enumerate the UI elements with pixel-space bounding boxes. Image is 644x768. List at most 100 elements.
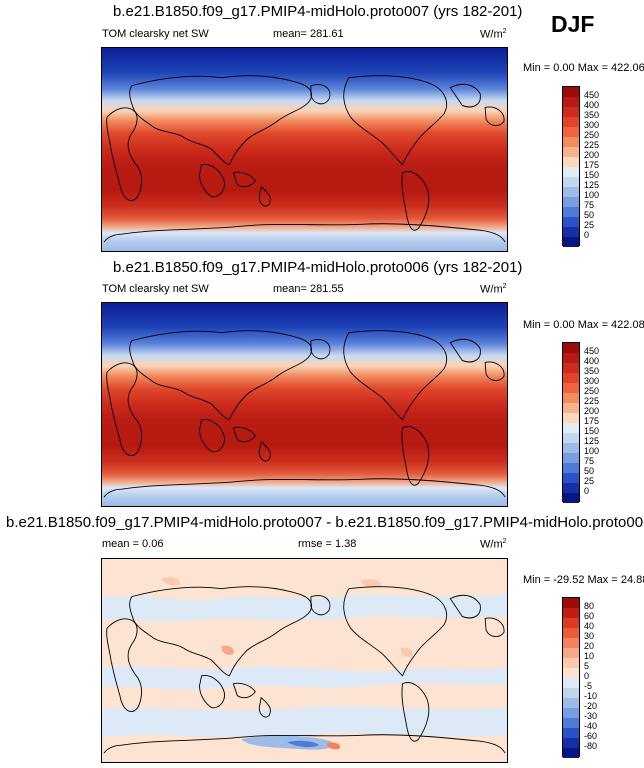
colorbar-swatch [563, 393, 579, 403]
colorbar-tick-label: 150 [584, 170, 600, 180]
colorbar-tick-label: -40 [584, 721, 598, 731]
colorbar-swatch [563, 638, 579, 648]
colorbar-swatch [563, 137, 579, 147]
colorbar-swatch [563, 383, 579, 393]
colorbar-swatch [563, 698, 579, 708]
colorbar-swatch [563, 97, 579, 107]
colorbar-swatch [563, 403, 579, 413]
colorbar-swatch [563, 678, 579, 688]
colorbar-swatch [563, 227, 579, 237]
colorbar-tick-label: 50 [584, 466, 595, 476]
colorbar-tick-label: 200 [584, 406, 600, 416]
colorbar-tick-label: 450 [584, 346, 600, 356]
colorbar-tick-label: 225 [584, 396, 600, 406]
colorbar-tick-label: 20 [584, 641, 595, 651]
colorbar-swatch [563, 423, 579, 433]
colorbar-tick-label: -30 [584, 711, 598, 721]
colorbar-swatch [563, 728, 579, 738]
panel-1-variable: TOM clearsky net SW [102, 28, 209, 40]
colorbar-swatch [563, 177, 579, 187]
colorbar-tick-label: 450 [584, 90, 600, 100]
colorbar-swatch [563, 708, 579, 718]
colorbar-swatch [563, 363, 579, 373]
colorbar-tick-label: -20 [584, 701, 598, 711]
panel-1-minmax: Min = 0.00 Max = 422.06 [523, 62, 644, 74]
colorbar-swatch [563, 483, 579, 493]
colorbar-tick-label: 30 [584, 631, 595, 641]
colorbar-swatch [563, 748, 579, 758]
colorbar-tick-label: 200 [584, 150, 600, 160]
colorbar-swatch [563, 413, 579, 423]
panel-2-units: W/m2 [480, 283, 507, 296]
colorbar-tick-label: 175 [584, 416, 600, 426]
colorbar-tick-label: 10 [584, 651, 595, 661]
colorbar-tick-label: 250 [584, 130, 600, 140]
panel-3-map [101, 558, 508, 763]
colorbar-swatch [563, 443, 579, 453]
colorbar-tick-label: -60 [584, 731, 598, 741]
colorbar-tick-label: -80 [584, 741, 598, 751]
panel-2-minmax: Min = 0.00 Max = 422.08 [523, 319, 644, 331]
colorbar-tick-label: 0 [584, 486, 590, 496]
season-label: DJF [551, 11, 595, 37]
colorbar-swatch [563, 493, 579, 503]
colorbar-tick-label: 125 [584, 180, 600, 190]
colorbar-swatch [563, 207, 579, 217]
panel-3-anomaly-patches [102, 577, 507, 750]
colorbar-tick-label: -10 [584, 691, 598, 701]
colorbar-tick-label: 350 [584, 110, 600, 120]
colorbar-swatch [563, 373, 579, 383]
panel-3-coastlines [103, 586, 506, 754]
colorbar-swatch [563, 237, 579, 247]
panel-3-units: W/m2 [480, 538, 507, 551]
colorbar-swatch [563, 187, 579, 197]
panel-3-title: b.e21.B1850.f09_g17.PMIP4-midHolo.proto0… [6, 514, 644, 531]
colorbar-swatch [563, 433, 579, 443]
panel-2-coastlines [103, 330, 506, 498]
colorbar-swatch [563, 157, 579, 167]
colorbar-swatch [563, 608, 579, 618]
panel-3-rmse: rmse = 1.38 [298, 538, 357, 550]
colorbar-swatch [563, 147, 579, 157]
colorbar-tick-label: 75 [584, 200, 595, 210]
panel-1-map [101, 47, 508, 252]
colorbar-tick-label: 100 [584, 190, 600, 200]
colorbar-tick-label: 60 [584, 611, 595, 621]
colorbar-swatch [563, 718, 579, 728]
colorbar-tick-label: 125 [584, 436, 600, 446]
colorbar-tick-label: 0 [584, 230, 590, 240]
panel-1-colorbar: 450 400 350 300 250 225 200 175 150 125 100 75 50 25 0 [562, 86, 612, 247]
colorbar-tick-label: 400 [584, 356, 600, 366]
colorbar-swatch [563, 217, 579, 227]
colorbar-swatch [563, 107, 579, 117]
panel-2-title: b.e21.B1850.f09_g17.PMIP4-midHolo.proto0… [113, 259, 523, 276]
colorbar-swatch [563, 463, 579, 473]
colorbar-swatch [563, 453, 579, 463]
colorbar-swatch [563, 87, 579, 97]
colorbar-tick-label: 150 [584, 426, 600, 436]
colorbar-swatch [563, 353, 579, 363]
panel-2-variable: TOM clearsky net SW [102, 283, 209, 295]
colorbar-swatch [563, 658, 579, 668]
colorbar-tick-label: 5 [584, 661, 590, 671]
colorbar-swatch [563, 167, 579, 177]
colorbar-tick-label: -5 [584, 681, 593, 691]
colorbar-tick-label: 400 [584, 100, 600, 110]
colorbar-swatch [563, 197, 579, 207]
panel-3-mean: mean = 0.06 [102, 538, 164, 550]
colorbar-tick-label: 225 [584, 140, 600, 150]
panel-1-colorbar-swatches [562, 86, 580, 247]
panel-2-mean: mean= 281.55 [273, 283, 344, 295]
colorbar-swatch [563, 738, 579, 748]
panel-3-colorbar: 80 60 40 30 20 10 5 0 -5 -10 -20 -30 -40 -60 -80 [562, 597, 612, 758]
colorbar-tick-label: 40 [584, 621, 595, 631]
colorbar-swatch [563, 618, 579, 628]
colorbar-swatch [563, 598, 579, 608]
colorbar-swatch [563, 473, 579, 483]
colorbar-swatch [563, 688, 579, 698]
colorbar-tick-label: 300 [584, 376, 600, 386]
colorbar-swatch [563, 628, 579, 638]
colorbar-swatch [563, 127, 579, 137]
panel-3-colorbar-swatches [562, 597, 580, 758]
colorbar-tick-label: 25 [584, 476, 595, 486]
